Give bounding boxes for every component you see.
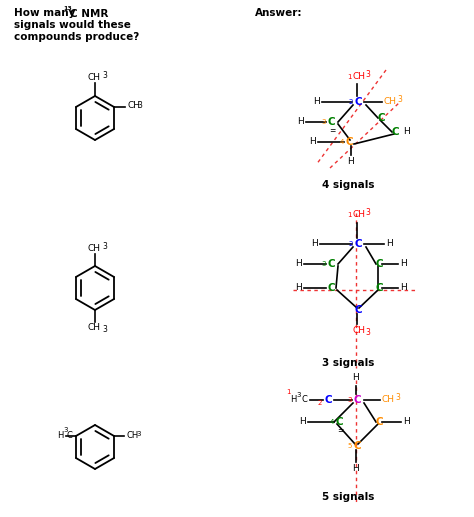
Text: C: C [376, 417, 383, 427]
Text: H: H [403, 418, 410, 427]
Text: 3: 3 [365, 70, 370, 79]
Text: 13: 13 [63, 6, 72, 11]
Text: signals would these: signals would these [14, 20, 131, 30]
Text: 1: 1 [347, 212, 352, 218]
Text: CH: CH [353, 326, 366, 335]
Text: CH: CH [127, 101, 140, 111]
Text: How many: How many [14, 8, 79, 18]
Text: 3: 3 [136, 431, 141, 437]
Text: C: C [378, 113, 386, 123]
Text: H: H [57, 431, 64, 439]
Text: 4: 4 [340, 139, 344, 145]
Text: H: H [400, 260, 407, 268]
Text: H: H [353, 464, 359, 473]
Text: H: H [290, 396, 296, 404]
Text: 4 signals: 4 signals [322, 180, 374, 190]
Text: H: H [295, 283, 302, 293]
Text: 3: 3 [64, 427, 68, 433]
Text: 3: 3 [296, 392, 301, 398]
Text: H: H [309, 138, 316, 146]
Text: 3: 3 [102, 325, 107, 334]
Text: C NMR: C NMR [70, 9, 109, 19]
Text: 3: 3 [321, 261, 326, 267]
Text: =: = [329, 126, 336, 135]
Text: H: H [403, 128, 410, 136]
Text: 3 signals: 3 signals [322, 358, 374, 368]
Text: C: C [325, 395, 333, 405]
Text: CH: CH [353, 72, 366, 81]
Text: C: C [354, 441, 362, 451]
Text: C: C [376, 259, 383, 269]
Text: CH: CH [353, 210, 366, 219]
Text: 5 signals: 5 signals [322, 492, 374, 502]
Text: 2: 2 [348, 241, 353, 247]
Text: 3: 3 [102, 71, 107, 80]
Text: C: C [302, 396, 308, 404]
Text: C: C [328, 283, 336, 293]
Text: CH: CH [88, 323, 100, 332]
Text: H: H [299, 418, 306, 427]
Text: C: C [392, 127, 400, 137]
Text: C: C [355, 97, 363, 107]
Text: C: C [355, 305, 363, 315]
Text: C: C [346, 137, 354, 147]
Text: 3: 3 [321, 119, 326, 125]
Text: H: H [295, 260, 302, 268]
Text: H: H [347, 157, 355, 166]
Text: 2: 2 [318, 400, 322, 406]
Text: 4: 4 [329, 419, 334, 425]
Text: 1: 1 [347, 74, 352, 80]
Text: C: C [354, 395, 362, 405]
Text: 3: 3 [137, 100, 142, 110]
Text: H: H [386, 239, 393, 249]
Text: 1: 1 [286, 389, 291, 395]
Text: C: C [376, 283, 383, 293]
Text: H: H [311, 239, 318, 249]
Text: H: H [400, 283, 407, 293]
Text: C: C [336, 417, 344, 427]
Text: C: C [328, 117, 336, 127]
Text: compounds produce?: compounds produce? [14, 32, 139, 42]
Text: H: H [353, 373, 359, 382]
Text: 5: 5 [347, 443, 352, 449]
Text: C: C [355, 239, 363, 249]
Text: 3: 3 [395, 393, 400, 403]
Text: H: H [297, 117, 304, 127]
Text: 3: 3 [397, 96, 402, 104]
Text: CH: CH [384, 98, 397, 107]
Text: CH: CH [126, 431, 138, 439]
Text: CH: CH [88, 73, 100, 82]
Text: C: C [328, 259, 336, 269]
Text: Answer:: Answer: [255, 8, 302, 18]
Text: 3: 3 [365, 328, 370, 337]
Text: =: = [337, 426, 343, 435]
Text: CH: CH [382, 396, 395, 404]
Text: 3: 3 [102, 242, 107, 251]
Text: 3: 3 [365, 208, 370, 217]
Text: H: H [313, 98, 320, 107]
Text: CH: CH [88, 244, 100, 253]
Text: C: C [66, 431, 72, 439]
Text: 2: 2 [348, 99, 353, 105]
Text: 3: 3 [347, 397, 352, 403]
